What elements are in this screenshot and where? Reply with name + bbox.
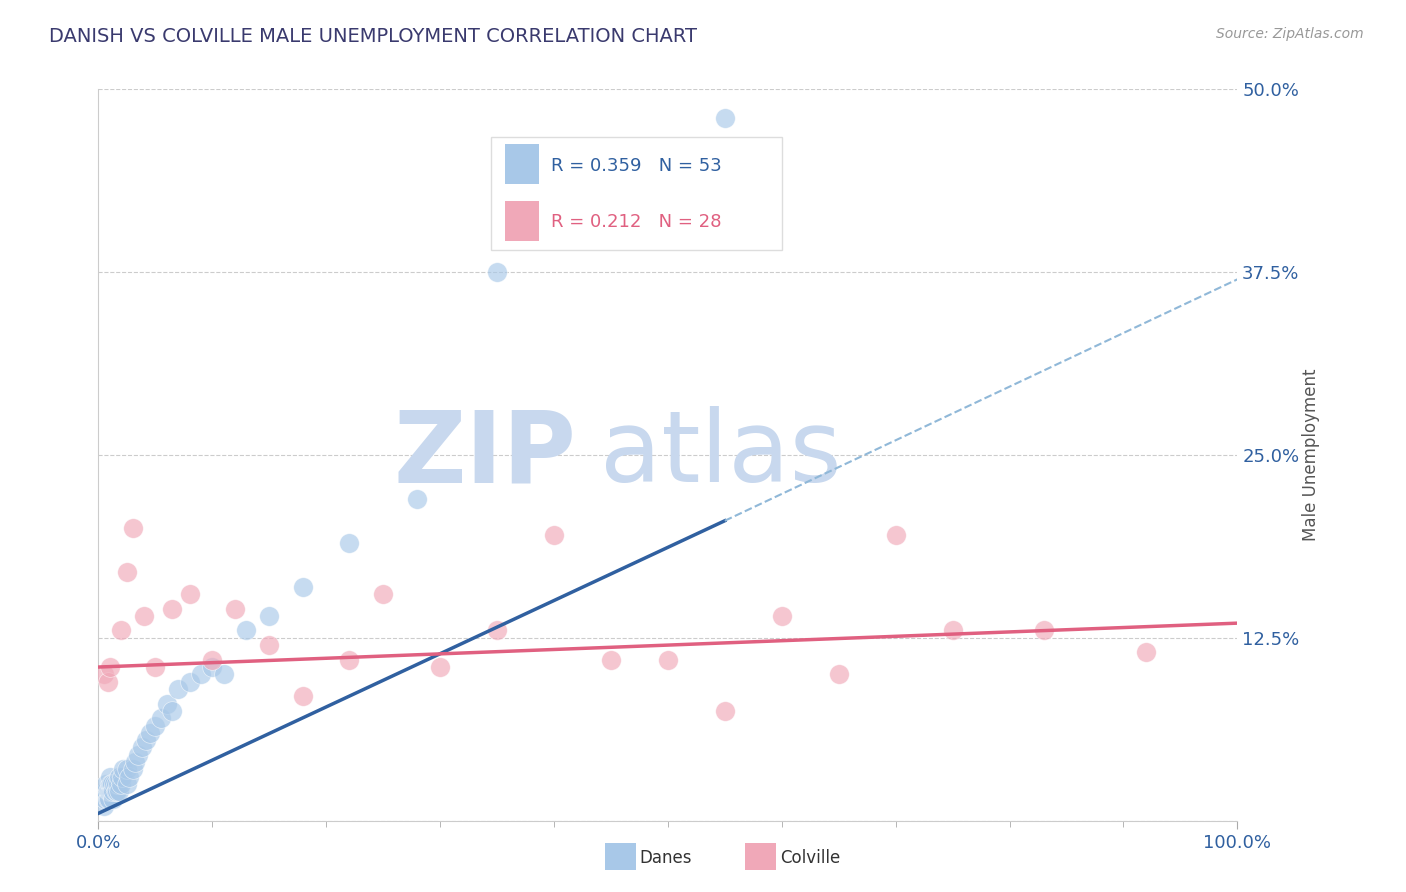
Point (121, 763, 143, 777)
Point (93, 667, 115, 681)
Text: Colville: Colville (780, 849, 841, 867)
Point (714, 704, 737, 718)
Point (371, 587, 394, 601)
Point (292, 690, 315, 704)
Point (150, 711, 173, 725)
Point (105, 784, 128, 798)
Point (337, 653, 360, 667)
Point (190, 667, 212, 681)
Point (112, 763, 135, 777)
Point (94, 791, 117, 805)
Point (600, 653, 623, 667)
Bar (505, 144, 538, 185)
Y-axis label: Male Unemployment: Male Unemployment (1302, 368, 1320, 541)
Point (103, 791, 125, 805)
Point (107, 777, 129, 791)
Point (100, 784, 122, 798)
Point (162, 704, 184, 718)
Point (259, 638, 281, 652)
Point (108, 770, 131, 784)
FancyBboxPatch shape (491, 136, 782, 250)
Point (600, 155, 623, 169)
Point (132, 608, 155, 623)
Point (145, 660, 167, 674)
Point (115, 763, 138, 777)
Point (121, 521, 143, 535)
Point (98, 784, 121, 798)
Point (111, 770, 134, 784)
Text: atlas: atlas (599, 407, 841, 503)
Point (235, 624, 257, 638)
Point (337, 535, 360, 549)
Text: DANISH VS COLVILLE MALE UNEMPLOYMENT CORRELATION CHART: DANISH VS COLVILLE MALE UNEMPLOYMENT COR… (49, 27, 697, 45)
Point (101, 784, 124, 798)
Point (1032, 624, 1054, 638)
Point (828, 667, 851, 681)
Point (138, 726, 160, 740)
Point (131, 740, 153, 755)
Point (103, 777, 125, 791)
Point (657, 653, 679, 667)
Point (110, 777, 132, 791)
Point (98, 660, 121, 674)
Point (201, 653, 224, 667)
Point (100, 777, 122, 791)
Point (97, 791, 120, 805)
Point (110, 624, 132, 638)
Text: R = 0.212   N = 28: R = 0.212 N = 28 (551, 213, 721, 231)
Point (96, 791, 118, 805)
Text: Source: ZipAtlas.com: Source: ZipAtlas.com (1216, 27, 1364, 41)
Point (104, 777, 127, 791)
Point (1135, 645, 1157, 659)
Point (884, 528, 907, 542)
Point (179, 674, 201, 689)
Point (486, 265, 509, 279)
Point (97, 784, 120, 798)
Point (224, 601, 246, 615)
Point (115, 777, 138, 791)
Text: Danes: Danes (640, 849, 692, 867)
Text: R = 0.359   N = 53: R = 0.359 N = 53 (551, 157, 721, 175)
Point (98, 770, 121, 784)
Point (486, 624, 509, 638)
Point (429, 660, 451, 674)
Point (103, 784, 125, 798)
Point (93, 799, 115, 814)
Point (135, 733, 157, 747)
Bar (505, 201, 538, 242)
Text: ZIP: ZIP (394, 407, 576, 503)
Point (212, 667, 235, 681)
Point (179, 587, 201, 601)
Point (145, 718, 167, 732)
Point (167, 681, 190, 696)
Point (406, 491, 429, 506)
Point (98, 777, 121, 791)
Point (101, 777, 124, 791)
Point (259, 608, 281, 623)
Point (104, 784, 127, 798)
Point (96, 777, 118, 791)
Point (127, 747, 149, 762)
Point (942, 624, 965, 638)
Point (162, 601, 184, 615)
Point (96, 674, 118, 689)
Point (156, 697, 179, 711)
Point (770, 608, 793, 623)
Point (201, 660, 224, 674)
Point (118, 770, 141, 784)
Point (124, 755, 146, 769)
Point (96, 784, 118, 798)
Point (543, 528, 565, 542)
Point (714, 112, 737, 126)
Point (96, 784, 118, 798)
Point (115, 565, 138, 579)
Point (108, 784, 131, 798)
Point (292, 580, 315, 594)
